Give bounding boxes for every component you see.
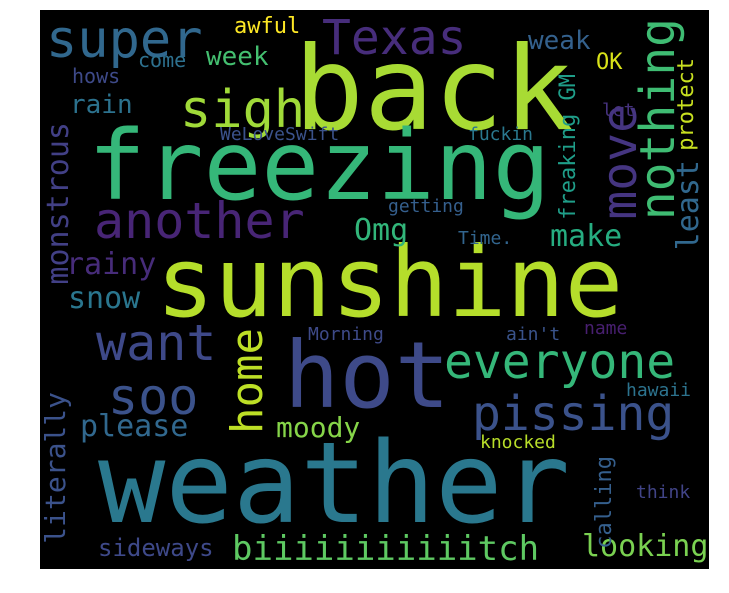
word-everyone: everyone — [444, 334, 676, 390]
word-please: please — [80, 409, 189, 444]
word-rain: rain — [70, 90, 133, 120]
word-pissing: pissing — [472, 386, 675, 442]
word-knocked: knocked — [480, 432, 556, 453]
word-time: Time. — [458, 228, 513, 249]
word-think: think — [636, 482, 691, 503]
word-monstrous: monstrous — [41, 122, 76, 285]
word-super: super — [46, 10, 203, 70]
word-protect: protect — [674, 58, 699, 151]
word-name: name — [584, 318, 628, 339]
word-hot: hot — [284, 322, 451, 429]
word-another: another — [94, 192, 305, 250]
word-freezing: freezing — [88, 110, 551, 222]
word-texas: Texas — [322, 10, 467, 66]
word-sideways: sideways — [98, 534, 214, 562]
word-fuckin: fuckin — [468, 124, 534, 145]
word-weloveswift: WeLoveSwift — [220, 124, 340, 145]
word-hawaii: hawaii — [626, 380, 692, 401]
word-weather: weather — [98, 419, 571, 549]
word-freaking-gm: freaking GM — [556, 74, 581, 220]
word-sigh: sigh — [180, 80, 306, 140]
word-ok: OK — [596, 50, 623, 75]
word-let: let — [602, 100, 635, 121]
word-snow: snow — [68, 281, 141, 316]
word-hows: hows — [72, 64, 121, 88]
word-biiiiiiiiiiitch: biiiiiiiiiiitch — [232, 529, 540, 569]
word-calling: calling — [592, 456, 617, 549]
word-looking: looking — [582, 529, 709, 564]
word-least: least — [671, 160, 706, 251]
word-aint: ain't — [506, 324, 561, 345]
word-morning: Morning — [308, 324, 384, 345]
word-literally: literally — [40, 392, 72, 544]
word-weak: weak — [528, 26, 591, 56]
word-back: back — [294, 22, 574, 157]
word-moody: moody — [276, 411, 361, 444]
word-make: make — [550, 219, 623, 254]
word-come: come — [138, 48, 187, 72]
word-want: want — [96, 314, 217, 372]
word-home: home — [222, 328, 273, 434]
word-cloud: weather sunshine back freezing hot Texas… — [40, 10, 709, 569]
word-getting: getting — [388, 196, 464, 217]
word-soo: soo — [108, 368, 199, 426]
word-week: week — [206, 42, 269, 72]
word-awful: awful — [234, 14, 301, 39]
word-sunshine: sunshine — [156, 226, 624, 339]
word-rainy: rainy — [66, 247, 157, 282]
word-omg: Omg — [354, 213, 409, 248]
